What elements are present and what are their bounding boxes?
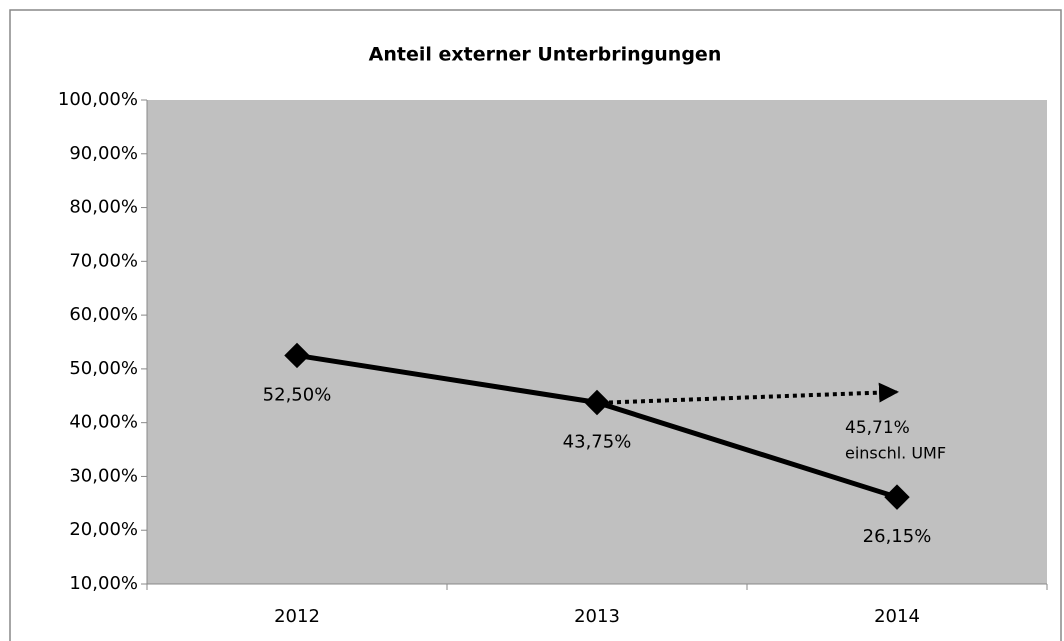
x-tick-label: 2013 — [574, 606, 620, 627]
y-tick-label: 100,00% — [58, 89, 138, 110]
y-tick-label: 90,00% — [69, 143, 138, 164]
data-label: 43,75% — [563, 432, 632, 453]
point-marker — [884, 484, 910, 510]
plot-area — [147, 100, 1047, 584]
x-tick-label: 2012 — [274, 606, 320, 627]
y-tick-label: 50,00% — [69, 358, 138, 379]
y-tick-label: 70,00% — [69, 250, 138, 271]
data-label: 26,15% — [863, 526, 932, 547]
annotation-text: einschl. UMF — [845, 443, 946, 462]
y-tick-label: 10,00% — [69, 573, 138, 594]
y-tick-label: 20,00% — [69, 519, 138, 540]
data-label: 52,50% — [263, 384, 332, 405]
y-tick-label: 40,00% — [69, 412, 138, 433]
x-tick-label: 2014 — [874, 606, 920, 627]
annotation-label: 45,71% — [845, 418, 910, 438]
y-tick-label: 60,00% — [69, 304, 138, 325]
point-marker — [284, 342, 310, 369]
point-marker — [584, 389, 610, 416]
y-tick-label: 30,00% — [69, 465, 138, 486]
y-tick-label: 80,00% — [69, 197, 138, 218]
annotation-arrow — [608, 382, 899, 405]
chart-title: Anteil externer Unterbringungen — [369, 44, 722, 66]
